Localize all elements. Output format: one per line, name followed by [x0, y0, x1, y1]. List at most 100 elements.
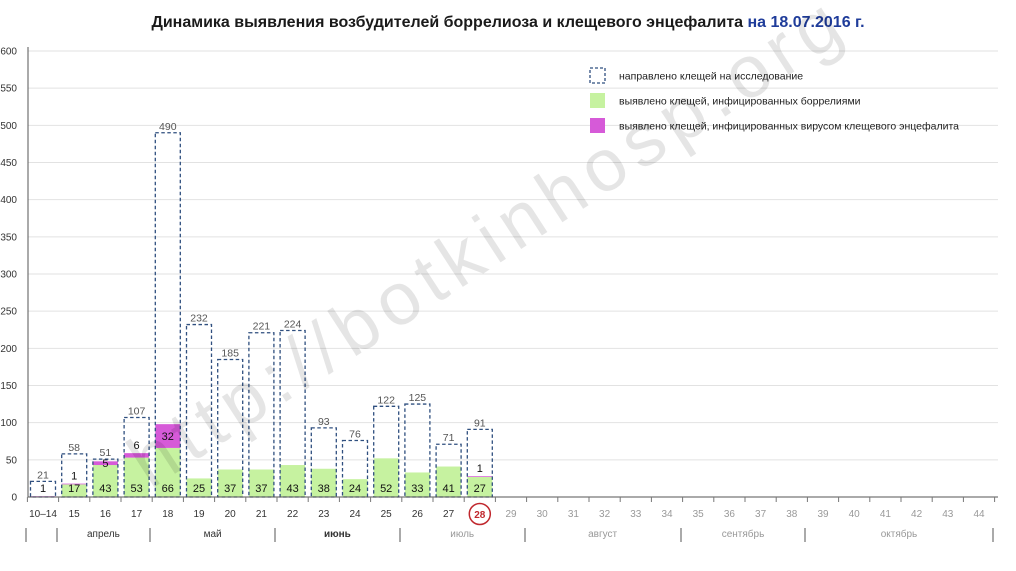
- data-label-total: 125: [409, 392, 427, 404]
- month-label: июнь: [324, 529, 351, 540]
- bar-borrelia: [124, 457, 150, 497]
- x-tick-label: 23: [318, 509, 330, 520]
- data-label-borrelia: 37: [255, 483, 267, 495]
- y-tick-label: 500: [0, 121, 17, 132]
- x-tick-label: 27: [443, 509, 455, 520]
- data-label-total: 91: [474, 417, 486, 429]
- y-tick-label: 600: [0, 47, 17, 58]
- y-tick-label: 400: [0, 195, 17, 206]
- bar-encephalitis: [61, 483, 87, 485]
- x-tick-label: 19: [193, 509, 205, 520]
- x-tick-label: 40: [849, 509, 861, 520]
- bar-borrelia: [311, 468, 337, 497]
- bar-total-outline: [404, 403, 431, 498]
- chart-title: Динамика выявления возбудителей боррелио…: [0, 14, 1016, 32]
- bar-total-outline: [310, 427, 337, 498]
- bar-borrelia: [467, 476, 493, 497]
- data-label-borrelia: 43: [286, 483, 298, 495]
- x-tick-label: 29: [505, 509, 517, 520]
- bar-borrelia: [92, 465, 118, 497]
- month-label: август: [588, 529, 617, 540]
- x-tick-label: 26: [412, 509, 424, 520]
- data-label-encephalitis: 1: [40, 483, 46, 495]
- y-tick-label: 100: [0, 418, 17, 429]
- y-tick-label: 200: [0, 344, 17, 355]
- data-label-total: 107: [128, 405, 146, 417]
- data-label-encephalitis: 1: [71, 471, 77, 483]
- y-tick-label: 50: [6, 455, 18, 466]
- bar-encephalitis: [124, 453, 150, 458]
- bar-encephalitis: [467, 476, 493, 477]
- y-tick-label: 450: [0, 158, 17, 169]
- x-tick-label: 20: [225, 509, 237, 520]
- bar-borrelia: [280, 465, 306, 497]
- x-tick-label: 18: [162, 509, 174, 520]
- watermark-text: http://botkinhosp.org: [114, 0, 862, 503]
- x-tick-label: 39: [817, 509, 829, 520]
- data-label-encephalitis: 6: [134, 440, 140, 452]
- bar-total-outline: [248, 332, 275, 498]
- data-label-total: 21: [37, 469, 49, 481]
- data-label-total: 58: [68, 442, 80, 454]
- legend-label: направлено клещей на исследование: [619, 71, 803, 83]
- legend: направлено клещей на исследование выявлен…: [589, 67, 959, 133]
- x-tick-label: 17: [131, 509, 143, 520]
- bar-total-outline: [185, 323, 213, 498]
- y-axis: 0 50 100 150 200 250 300 350 400 450 500 550 600: [0, 47, 29, 504]
- data-label-borrelia: 66: [162, 483, 174, 495]
- x-tick-label: 25: [381, 509, 393, 520]
- data-label-total: 224: [284, 318, 302, 330]
- x-tick-label: 34: [661, 509, 673, 520]
- data-label-encephalitis: 32: [162, 431, 174, 443]
- x-tick-label: 38: [786, 509, 798, 520]
- x-tick-label: 35: [693, 509, 705, 520]
- chart-title-date: на 18.07.2016 г.: [747, 14, 865, 31]
- bar-total-outline: [29, 480, 57, 498]
- data-label-borrelia: 43: [99, 483, 111, 495]
- bar-borrelia: [217, 469, 243, 497]
- x-tick-label: 42: [911, 509, 923, 520]
- data-label-total: 185: [221, 347, 239, 359]
- x-axis: 10–14 15 16 17 18 19 20 21 22 23 24 25 26 27 28 29 30 31 3…: [26, 496, 998, 526]
- bar-borrelia: [248, 469, 274, 497]
- month-axis: апрель май июнь июль август сентябрь октябрь: [25, 528, 994, 542]
- data-label-borrelia: 27: [474, 483, 486, 495]
- data-label-total: 490: [159, 121, 177, 133]
- bar-borrelia: [373, 458, 399, 497]
- x-tick-label: 31: [568, 509, 580, 520]
- legend-swatch-total: [589, 67, 606, 84]
- data-label-borrelia: 53: [130, 483, 142, 495]
- x-tick-label: 15: [69, 509, 81, 520]
- x-tick-label: 10–14: [29, 509, 57, 520]
- legend-swatch-encephalitis: [590, 118, 605, 133]
- bar-total-outline: [154, 132, 181, 498]
- bar-borrelia: [342, 479, 368, 497]
- y-tick-label: 0: [11, 493, 17, 504]
- y-tick-label: 150: [0, 381, 17, 392]
- bar-borrelia: [61, 484, 87, 497]
- data-label-borrelia: 24: [349, 483, 361, 495]
- y-tick-label: 350: [0, 232, 17, 243]
- grid-lines: [28, 50, 998, 461]
- x-tick-label: 32: [599, 509, 611, 520]
- data-label-borrelia: 17: [68, 483, 80, 495]
- x-tick-label: 21: [256, 509, 268, 520]
- chart-title-main: Динамика выявления возбудителей боррелио…: [151, 14, 744, 31]
- x-tick-label: 36: [724, 509, 736, 520]
- data-label-encephalitis: 5: [102, 458, 108, 470]
- data-label-total: 51: [100, 447, 112, 459]
- legend-label: выявлено клещей, инфицированных боррелия…: [619, 96, 861, 108]
- bar-borrelia: [186, 478, 212, 497]
- data-label-borrelia: 37: [224, 483, 236, 495]
- data-label-total: 76: [349, 429, 361, 441]
- month-label: апрель: [87, 529, 120, 540]
- x-tick-label: 30: [537, 509, 549, 520]
- month-label: октябрь: [881, 528, 918, 540]
- data-label-total: 232: [190, 313, 208, 325]
- x-tick-label: 33: [630, 509, 642, 520]
- legend-swatch-borrelia: [590, 93, 605, 108]
- x-tick-label: 24: [349, 509, 361, 520]
- y-tick-label: 300: [0, 270, 17, 281]
- data-label-borrelia: 41: [442, 483, 454, 495]
